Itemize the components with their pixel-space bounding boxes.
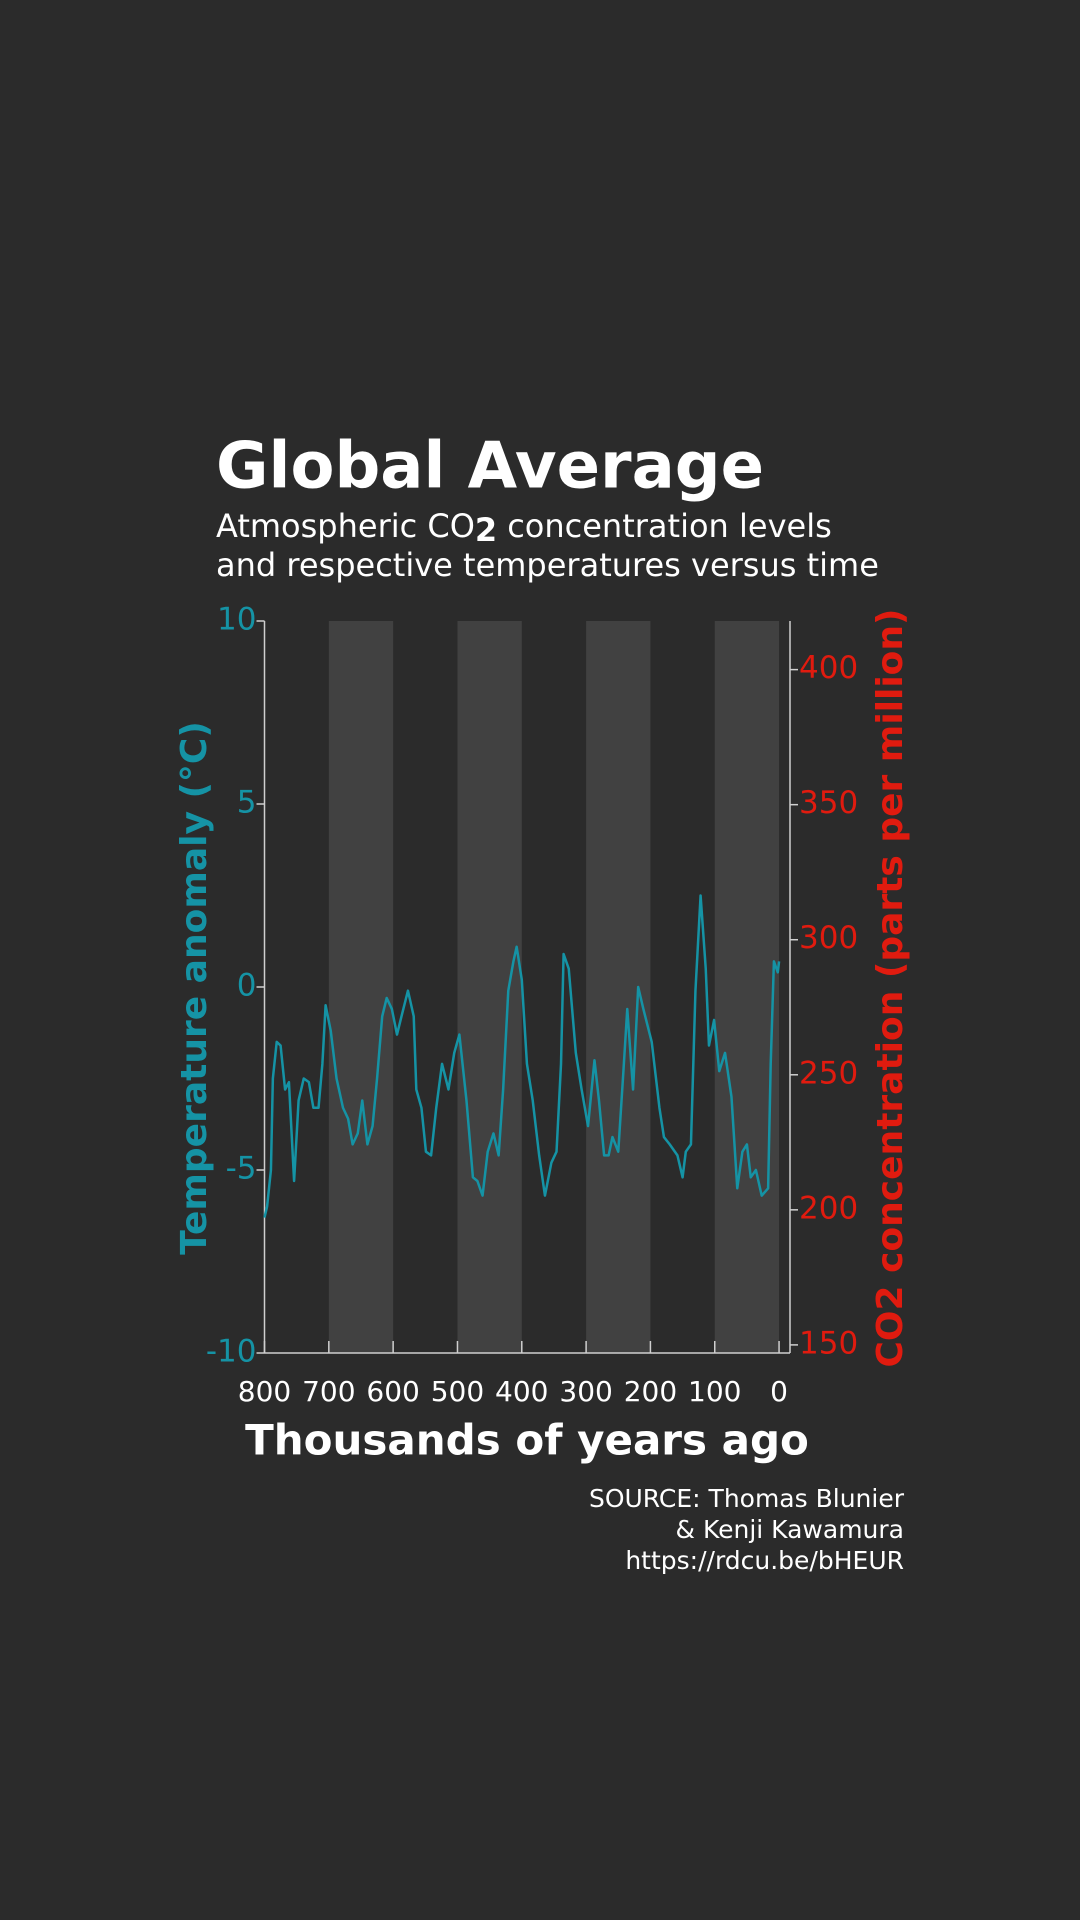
shaded-range [457, 621, 522, 1353]
source-line: SOURCE: Thomas Blunier [589, 1484, 905, 1513]
subtitle-part: concentration levels [507, 507, 832, 545]
y-tick-label: 5 [237, 785, 257, 821]
x-tick-label: 0 [770, 1375, 788, 1408]
y2-tick-label: 250 [799, 1055, 858, 1091]
y2-tick-label: 350 [799, 785, 858, 821]
subtitle-part: Atmospheric CO [216, 507, 475, 545]
y-tick-label: -5 [226, 1151, 257, 1187]
y2-tick-label: 300 [799, 920, 858, 956]
source-line: https://rdcu.be/bHEUR [625, 1546, 904, 1575]
x-tick-label: 100 [688, 1375, 741, 1408]
y2-tick-label: 150 [799, 1325, 858, 1361]
y2-tick-label: 200 [799, 1190, 858, 1226]
shaded-range [714, 621, 780, 1353]
chart-subtitle: and respective temperatures versus time [216, 546, 879, 584]
x-axis-label: Thousands of years ago [245, 1416, 809, 1465]
x-tick-label: 600 [366, 1375, 419, 1408]
y-tick-label: 10 [217, 602, 256, 638]
subtitle-part: 2 [475, 511, 497, 549]
temperature-line [263, 894, 781, 1218]
x-tick-label: 800 [238, 1375, 291, 1408]
x-tick-label: 500 [431, 1375, 484, 1408]
y-tick-label: -10 [206, 1334, 257, 1370]
y2-axis-label: CO2 concentration (parts per million) [870, 609, 911, 1368]
x-tick-label: 700 [302, 1375, 355, 1408]
x-tick-label: 200 [624, 1375, 677, 1408]
shaded-range [586, 621, 651, 1353]
y-axis-label: Temperature anomaly (°C) [174, 721, 215, 1255]
x-tick-label: 300 [559, 1375, 612, 1408]
chart-subtitle: Atmospheric CO2 concentration levels [216, 507, 832, 549]
x-tick-label: 400 [495, 1375, 548, 1408]
y2-tick-label: 400 [799, 650, 858, 686]
chart-title: Global Average [216, 430, 764, 504]
shaded-range [328, 621, 394, 1353]
y-tick-label: 0 [237, 968, 257, 1004]
source-line: & Kenji Kawamura [676, 1515, 905, 1544]
